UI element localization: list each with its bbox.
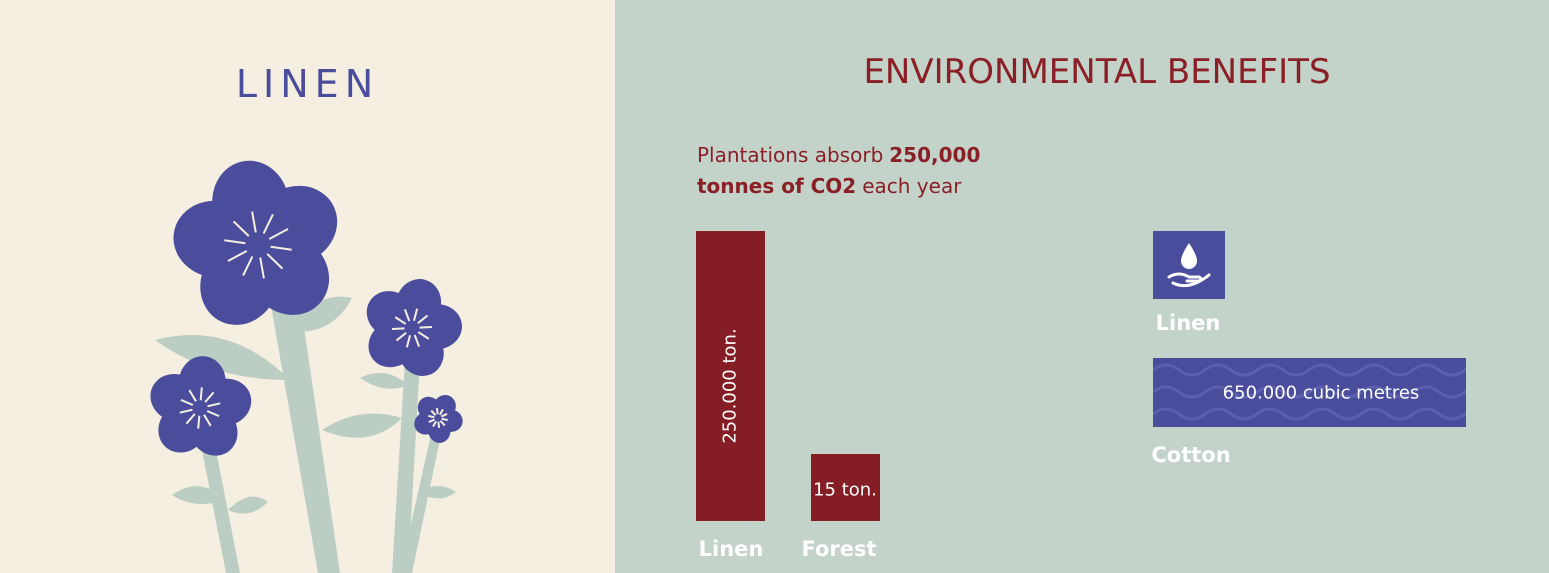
petal [413,334,421,348]
flower-illustration [150,160,463,573]
petal [428,414,435,419]
bar [696,231,765,521]
petal [227,250,248,262]
text: each year [862,174,962,198]
petal [395,331,407,342]
petal [242,256,254,276]
petal [188,389,197,402]
petal [232,220,250,237]
petal [197,415,201,429]
petal [204,391,215,403]
petal [203,414,212,427]
petal [412,308,419,322]
petal [268,228,289,240]
petal [206,410,220,418]
petal [391,327,405,331]
petal [441,413,448,418]
value-label: 250.000 ton. [719,328,741,444]
petal [179,408,193,414]
petal [173,200,259,278]
petal [417,314,429,325]
petal [251,211,257,233]
stems [155,296,456,573]
water-label: Cotton [1151,443,1231,467]
petal [435,407,439,415]
bar-label: Linen [698,537,764,561]
petal [180,398,194,406]
petal [439,408,444,416]
text: 250,000 [889,143,981,167]
co2-line: tonnes of CO2 each year [697,174,961,198]
right-title: ENVIRONMENTAL BENEFITS [863,52,1331,92]
petal [417,331,430,340]
left-title: LINEN [235,62,380,106]
petal [262,214,274,234]
flowers [150,160,463,456]
petal [270,245,292,251]
petal [403,308,411,322]
petal [394,316,407,325]
bar [811,454,880,521]
value-label: 15 ton. [813,479,877,501]
petal [366,291,416,338]
petal [405,334,412,348]
text: Plantations absorb [697,143,884,167]
petal [266,253,284,270]
co2-line: Plantations absorb 250,000 [697,143,980,167]
water-icon [1153,231,1225,299]
petal [428,418,435,423]
text: tonnes of CO2 [697,174,857,198]
value-label: 650.000 cubic metres [1222,382,1420,404]
petal [430,409,437,416]
petal [259,257,265,279]
right-panel [615,0,1549,573]
petal [439,420,446,427]
petal [432,420,437,428]
water-label: Linen [1155,311,1221,335]
petal [207,402,221,408]
petal [199,387,203,401]
petal [437,421,441,429]
petal [185,413,196,425]
bar-label: Forest [801,537,877,561]
petal [419,325,433,329]
petal [441,417,448,422]
water-bar [1153,358,1466,427]
petal [224,239,246,245]
